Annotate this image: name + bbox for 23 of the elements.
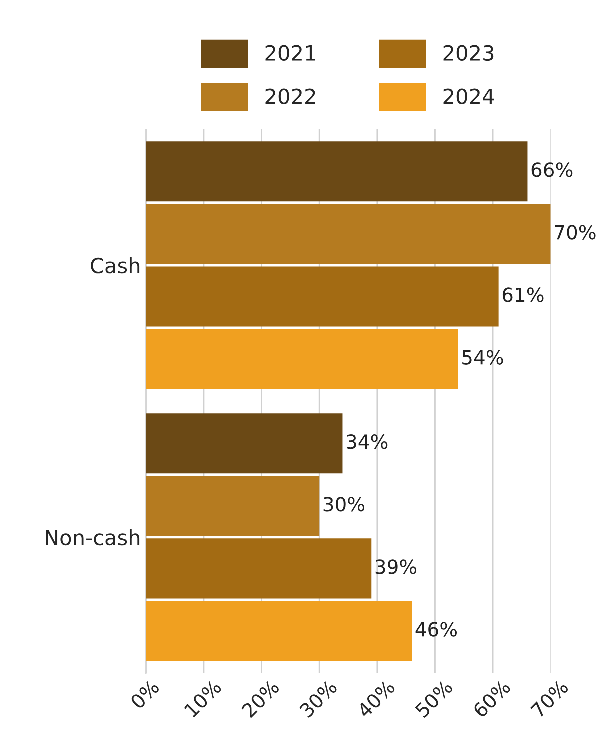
legend-label: 2021 (266, 45, 316, 62)
data-label: 66% (532, 162, 573, 178)
legend-label: 2022 (266, 88, 316, 104)
legend-label: 2023 (444, 45, 494, 62)
data-label: 61% (502, 288, 544, 302)
bar (146, 538, 372, 599)
data-label: 54% (462, 350, 504, 365)
y-tick-label: Non-cash (46, 530, 140, 546)
data-label: 34% (346, 434, 388, 450)
data-label: 39% (376, 560, 417, 574)
data-label: 30% (324, 497, 365, 512)
y-tick-label: Cash (91, 258, 140, 274)
bar (146, 142, 528, 202)
bar (146, 329, 458, 390)
bar (146, 476, 320, 536)
bar (146, 414, 343, 474)
bar (146, 204, 551, 264)
bar (146, 266, 499, 327)
bar (146, 601, 412, 662)
legend-label: 2024 (444, 88, 494, 104)
data-label: 70% (555, 225, 596, 240)
x-tick-label: 0% (130, 679, 160, 710)
data-label: 46% (416, 622, 458, 637)
